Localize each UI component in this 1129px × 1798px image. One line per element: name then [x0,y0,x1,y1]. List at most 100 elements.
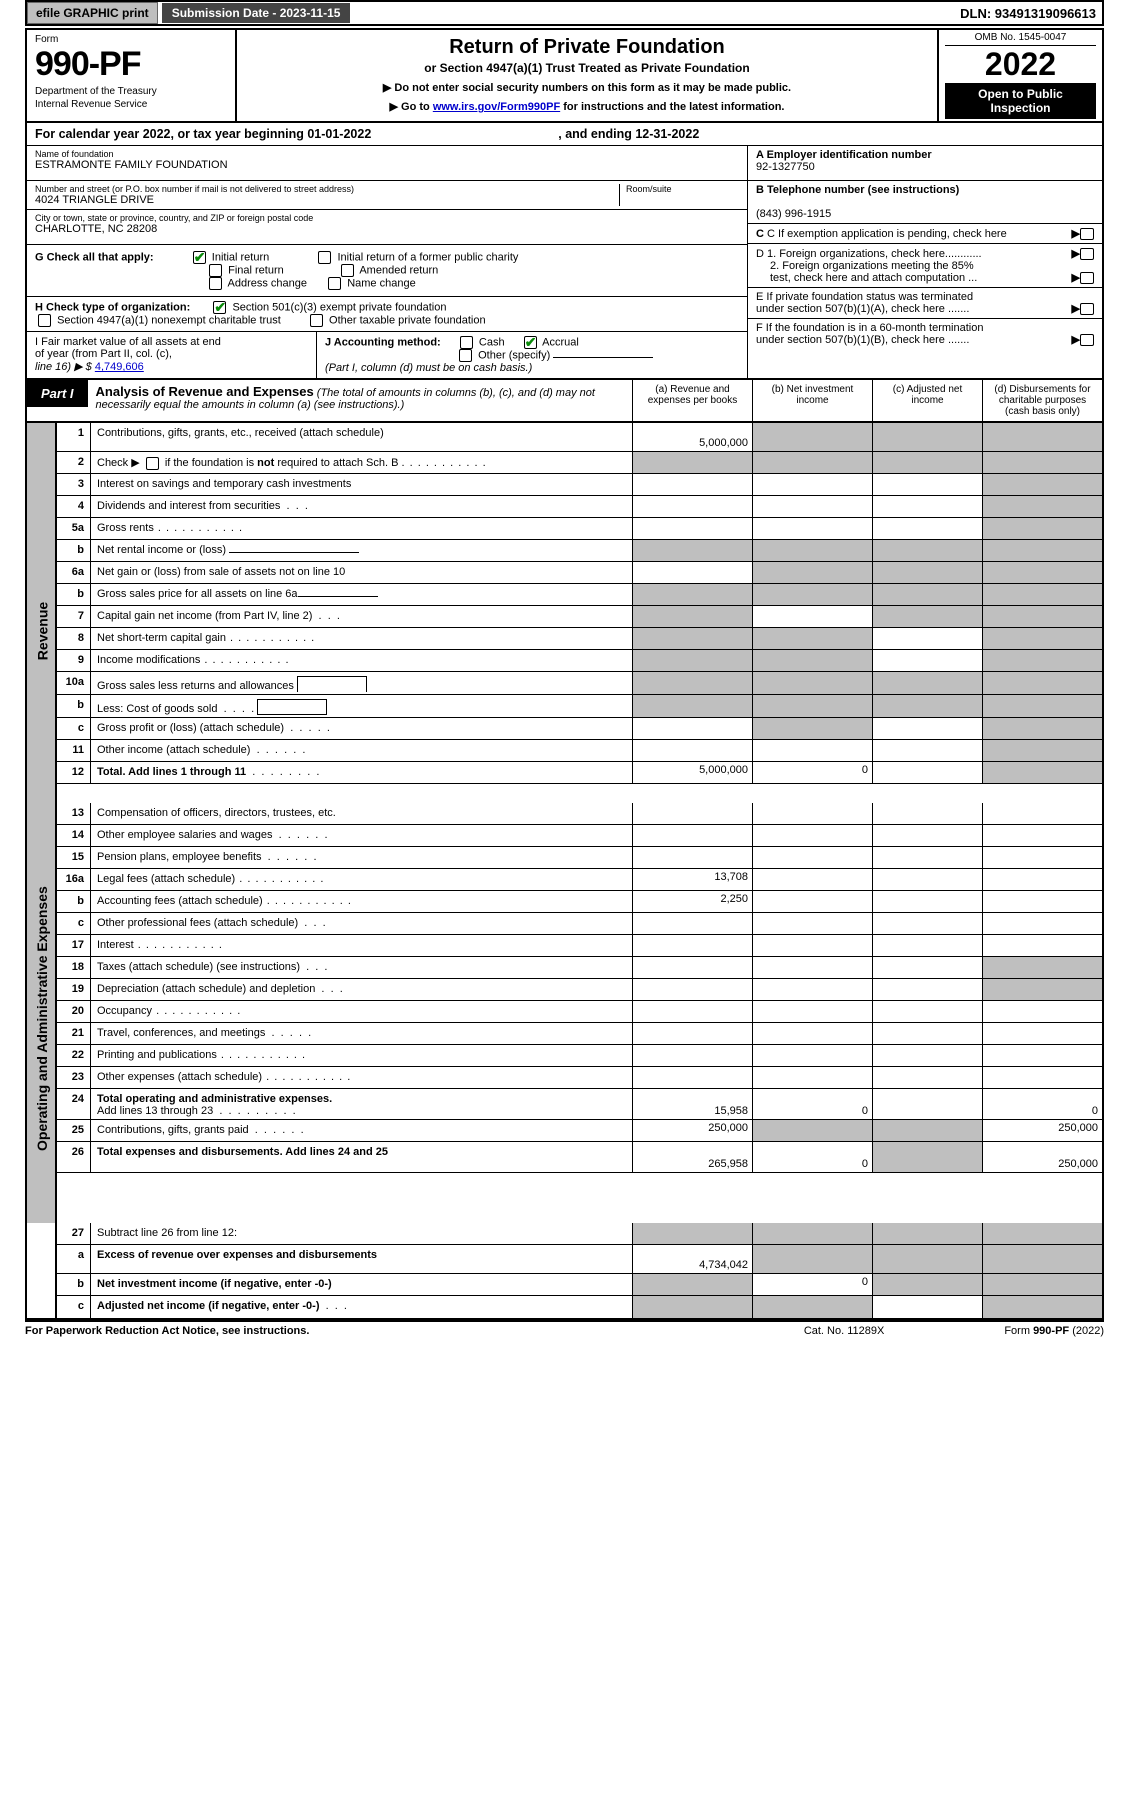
line-19: Depreciation (attach schedule) and deple… [91,979,632,1001]
f2: under section 507(b)(1)(B), check here .… [756,334,969,346]
i-label3: line 16) ▶ $ [35,361,92,373]
checkbox-cash[interactable] [460,336,473,349]
r26-b: 0 [752,1142,872,1173]
c-label: C If exemption application is pending, c… [767,228,1007,240]
goto-link-line: ▶ Go to www.irs.gov/Form990PF for instru… [247,100,927,113]
top-bar: efile GRAPHIC print Submission Date - 20… [25,0,1104,26]
r12-a: 5,000,000 [632,762,752,784]
expenses-side-label: Operating and Administrative Expenses [34,891,50,1151]
j-other: Other (specify) [478,349,550,361]
line-6a: Net gain or (loss) from sale of assets n… [91,562,632,584]
col-b-header: (b) Net investment income [752,380,872,421]
line-17: Interest [91,935,632,957]
ein-label: A Employer identification number [756,149,932,161]
revenue-side-label: Revenue [35,594,51,669]
arrow-f: ▶ [1072,333,1080,346]
r16a-a: 13,708 [632,869,752,891]
checkbox-final[interactable] [209,264,222,277]
h-501c3: Section 501(c)(3) exempt private foundat… [232,301,446,313]
ein: 92-1327750 [756,161,815,173]
checkbox-schb[interactable] [146,457,159,470]
line-27a: Excess of revenue over expenses and disb… [91,1245,632,1274]
line-4: Dividends and interest from securities .… [91,496,632,518]
efile-print-button[interactable]: efile GRAPHIC print [27,2,158,24]
form-subtitle: or Section 4947(a)(1) Trust Treated as P… [247,61,927,75]
checkbox-f[interactable] [1080,334,1094,346]
checkbox-name-change[interactable] [328,277,341,290]
checkbox-initial-return[interactable] [193,251,206,264]
line-15: Pension plans, employee benefits . . . .… [91,847,632,869]
h-4947: Section 4947(a)(1) nonexempt charitable … [57,314,281,326]
dln: DLN: 93491319096613 [960,6,1102,21]
calendar-year-row: For calendar year 2022, or tax year begi… [25,123,1104,146]
checkbox-d1[interactable] [1080,248,1094,260]
line-23: Other expenses (attach schedule) [91,1067,632,1089]
col-a-header: (a) Revenue and expenses per books [632,380,752,421]
r27a-a: 4,734,042 [632,1245,752,1274]
line-8: Net short-term capital gain [91,628,632,650]
line-14: Other employee salaries and wages . . . … [91,825,632,847]
line-3: Interest on savings and temporary cash i… [91,474,632,496]
g-final: Final return [228,264,284,276]
line-18: Taxes (attach schedule) (see instruction… [91,957,632,979]
line-5a: Gross rents [91,518,632,540]
checkbox-initial-former[interactable] [318,251,331,264]
checkbox-c[interactable] [1080,228,1094,240]
line-16c: Other professional fees (attach schedule… [91,913,632,935]
checkbox-other-taxable[interactable] [310,314,323,327]
part-badge: Part I [27,380,88,407]
line-27b: Net investment income (if negative, ente… [91,1274,632,1296]
i-label2: of year (from Part II, col. (c), [35,348,172,360]
line-16a: Legal fees (attach schedule) [91,869,632,891]
line-26: Total expenses and disbursements. Add li… [91,1142,632,1173]
g-namechg: Name change [347,277,416,289]
j-label: J Accounting method: [325,336,441,348]
d1-label: D 1. Foreign organizations, check here..… [756,248,1072,260]
cal-end: , and ending 12-31-2022 [558,127,699,141]
r26-d: 250,000 [982,1142,1102,1173]
form-ref: Form 990-PF (2022) [1004,1325,1104,1337]
checkbox-accrual[interactable] [524,336,537,349]
omb-number: OMB No. 1545-0047 [945,32,1096,46]
form990pf-link[interactable]: www.irs.gov/Form990PF [433,101,560,113]
line-6b: Gross sales price for all assets on line… [91,584,632,606]
info-block: Name of foundation ESTRAMONTE FAMILY FOU… [25,146,1104,380]
d2a: 2. Foreign organizations meeting the 85% [770,260,974,272]
checkbox-e[interactable] [1080,303,1094,315]
checkbox-amended[interactable] [341,264,354,277]
r1-a: 5,000,000 [632,423,752,452]
form-label: Form [35,34,227,45]
part-title: Analysis of Revenue and Expenses [96,384,314,399]
col-c-header: (c) Adjusted net income [872,380,982,421]
addr-label: Number and street (or P.O. box number if… [35,184,619,194]
line-27c: Adjusted net income (if negative, enter … [91,1296,632,1318]
line-13: Compensation of officers, directors, tru… [91,803,632,825]
r26-a: 265,958 [632,1142,752,1173]
page-footer: For Paperwork Reduction Act Notice, see … [25,1320,1104,1337]
phone: (843) 996-1915 [756,208,831,220]
line-12: Total. Add lines 1 through 11 . . . . . … [91,762,632,784]
checkbox-addr-change[interactable] [209,277,222,290]
ssn-warning: ▶ Do not enter social security numbers o… [247,81,927,94]
r16b-a: 2,250 [632,891,752,913]
line-10b: Less: Cost of goods sold . . . . [91,695,632,718]
line-10a: Gross sales less returns and allowances [91,672,632,695]
line-24: Total operating and administrative expen… [91,1089,632,1120]
arrow-d2: ▶ [1072,271,1080,284]
checkbox-4947[interactable] [38,314,51,327]
city-label: City or town, state or province, country… [35,213,739,223]
checkbox-other-method[interactable] [459,349,472,362]
open-line1: Open to Public [947,87,1094,101]
col-d-header: (d) Disbursements for charitable purpose… [982,380,1102,421]
line-25: Contributions, gifts, grants paid . . . … [91,1120,632,1142]
part-i-table: Revenue 1Contributions, gifts, grants, e… [25,423,1104,1320]
form-title: Return of Private Foundation [247,36,927,59]
g-addrchg: Address change [228,277,308,289]
checkbox-d2[interactable] [1080,272,1094,284]
checkbox-501c3[interactable] [213,301,226,314]
line-9: Income modifications [91,650,632,672]
line-27: Subtract line 26 from line 12: [91,1223,632,1245]
arrow-c: ▶ [1072,227,1080,240]
irs: Internal Revenue Service [35,99,227,110]
e2: under section 507(b)(1)(A), check here .… [756,303,969,315]
